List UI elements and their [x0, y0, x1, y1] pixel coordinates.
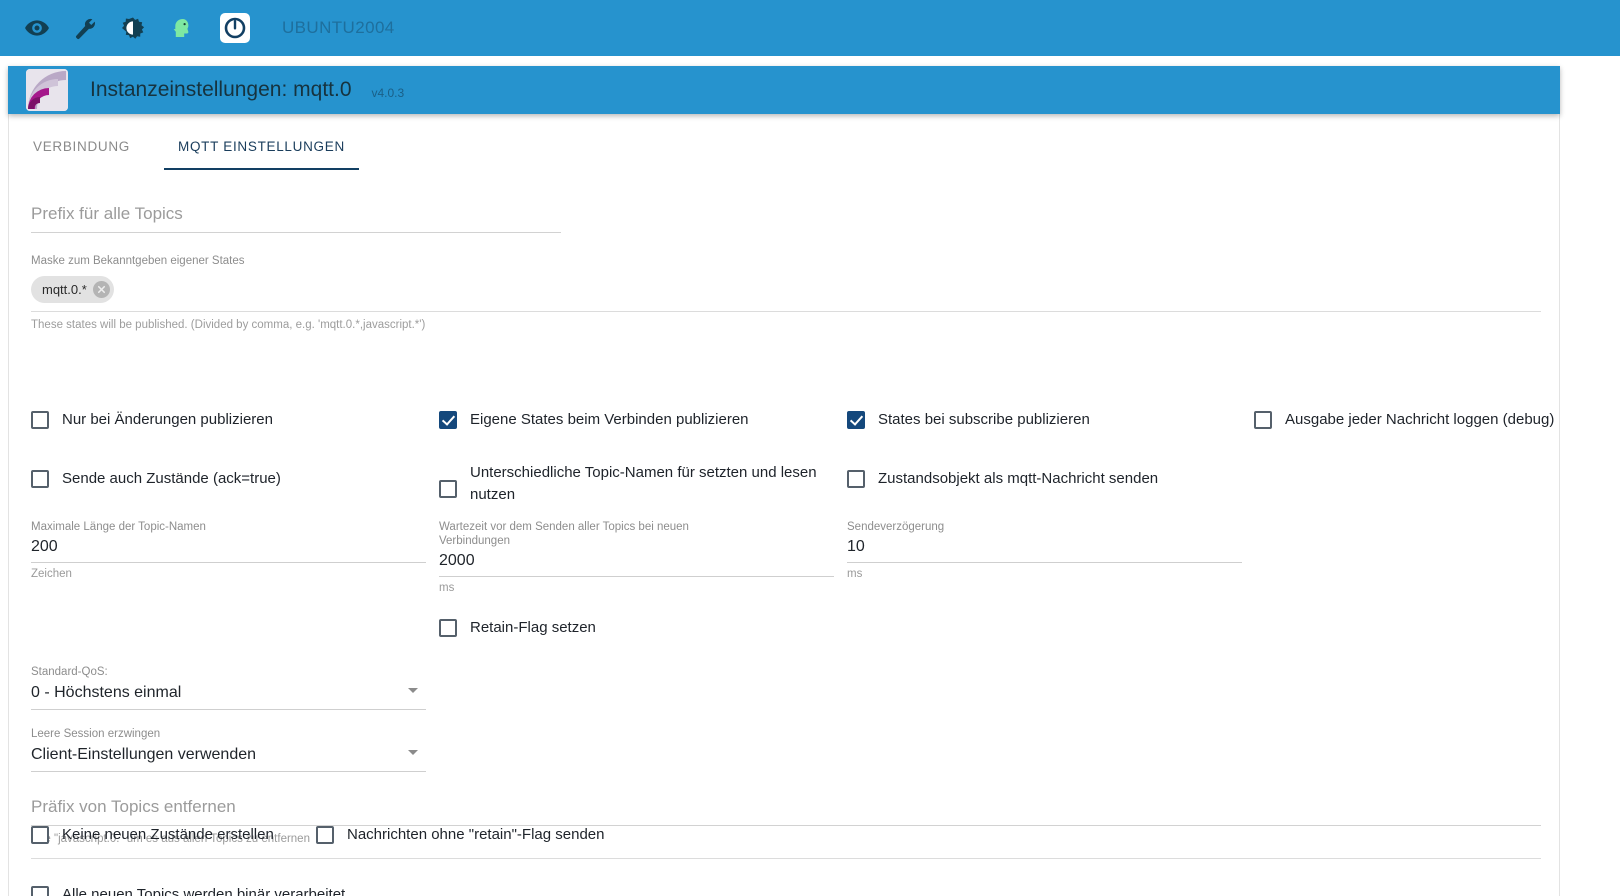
chevron-down-icon[interactable]: [408, 750, 418, 755]
max-topic-length-label: Maximale Länge der Topic-Namen: [31, 521, 206, 533]
checkbox-label: Alle neuen Topics werden binär verarbeit…: [62, 886, 346, 896]
checkbox-label: Ausgabe jeder Nachricht loggen (debug): [1285, 411, 1555, 428]
checkbox-publish-on-subscribe[interactable]: States bei subscribe publizieren: [847, 410, 1237, 430]
top-app-bar: UBUNTU2004: [0, 0, 1620, 56]
checkbox-no-new-states[interactable]: Keine neuen Zustände erstellen: [31, 825, 301, 845]
send-delay-hint: ms: [847, 568, 863, 580]
wait-before-send-hint: ms: [439, 582, 455, 594]
checkbox-label: Nachrichten ohne "retain"-Flag senden: [347, 826, 605, 843]
checkbox-label: Zustandsobjekt als mqtt-Nachricht senden: [878, 470, 1159, 487]
mask-chip-area[interactable]: mqtt.0.*: [31, 271, 1541, 311]
checkbox-label: States bei subscribe publizieren: [878, 411, 1090, 428]
send-delay-label: Sendeverzögerung: [847, 521, 945, 533]
checkbox-box[interactable]: [1254, 411, 1272, 429]
checkbox-send-without-retain[interactable]: Nachrichten ohne "retain"-Flag senden: [316, 825, 646, 845]
checkbox-label: Sende auch Zustände (ack=true): [62, 470, 281, 487]
host-name: UBUNTU2004: [282, 18, 395, 37]
iobroker-logo-icon[interactable]: [220, 13, 250, 43]
section-divider: [31, 858, 1541, 859]
checkbox-set-retain-flag[interactable]: Retain-Flag setzen: [439, 618, 769, 638]
wait-before-send-value[interactable]: 2000: [439, 551, 834, 577]
checkbox-box[interactable]: [439, 479, 457, 498]
default-qos-select[interactable]: 0 - Höchstens einmal: [31, 682, 426, 710]
send-delay-field: Sendeverzögerung 10 ms: [847, 520, 1242, 580]
checkbox-box[interactable]: [439, 619, 457, 637]
tab-bar: VERBINDUNG MQTT EINSTELLUNGEN: [9, 122, 369, 170]
remove-prefix-helper: Wie "javascript.0." um es aus allen Topi…: [31, 833, 310, 845]
checkbox-box[interactable]: [31, 411, 49, 429]
checkbox-label: Unterschiedliche Topic-Namen für setzten…: [470, 464, 817, 503]
mask-states-label: Maske zum Bekanntgeben eigener States: [31, 255, 245, 267]
default-qos-value: 0 - Höchstens einmal: [31, 682, 426, 710]
mqtt-adapter-icon: [26, 69, 68, 111]
checkbox-box[interactable]: [847, 470, 865, 488]
wrench-icon[interactable]: [72, 15, 98, 41]
contrast-icon[interactable]: [120, 15, 146, 41]
prefix-all-topics-field: [31, 202, 561, 233]
settings-panel: VERBINDUNG MQTT EINSTELLUNGEN Maske zum …: [8, 114, 1560, 896]
checkbox-box[interactable]: [31, 470, 49, 488]
checkbox-box[interactable]: [31, 886, 49, 896]
remove-prefix-field: Wie "javascript.0." um es aus allen Topi…: [31, 795, 1541, 845]
tab-mqtt-einstellungen[interactable]: MQTT EINSTELLUNGEN: [154, 122, 369, 170]
mask-chip-label: mqtt.0.*: [42, 282, 87, 297]
default-qos-label: Standard-QoS:: [31, 666, 108, 678]
force-clean-session-select[interactable]: Client-Einstellungen verwenden: [31, 744, 426, 772]
checkbox-label: Eigene States beim Verbinden publizieren: [470, 411, 749, 428]
checkbox-box[interactable]: [316, 826, 334, 844]
max-topic-length-hint: Zeichen: [31, 568, 72, 580]
prefix-all-topics-input[interactable]: [31, 202, 561, 233]
checkbox-box[interactable]: [847, 411, 865, 429]
eye-icon[interactable]: [24, 15, 50, 41]
checkbox-label: Keine neuen Zustände erstellen: [62, 826, 274, 843]
remove-prefix-input[interactable]: [31, 795, 1541, 826]
chevron-down-icon[interactable]: [408, 688, 418, 693]
checkbox-publish-on-change[interactable]: Nur bei Änderungen publizieren: [31, 410, 411, 430]
checkbox-binary-topics[interactable]: Alle neuen Topics werden binär verarbeit…: [31, 885, 431, 896]
close-icon[interactable]: [92, 281, 110, 298]
checkbox-box[interactable]: [439, 411, 457, 429]
checkbox-different-topics[interactable]: Unterschiedliche Topic-Namen für setzten…: [439, 462, 819, 506]
mqtt-settings-form: Maske zum Bekanntgeben eigener States mq…: [9, 170, 1559, 896]
wait-before-send-field: Wartezeit vor dem Senden aller Topics be…: [439, 520, 834, 594]
checkbox-send-ack-true[interactable]: Sende auch Zustände (ack=true): [31, 469, 421, 489]
instance-version: v4.0.3: [371, 85, 405, 100]
force-clean-session-field: Leere Session erzwingen Client-Einstellu…: [31, 727, 426, 772]
send-delay-value[interactable]: 10: [847, 537, 1242, 563]
expert-head-icon[interactable]: [168, 15, 194, 41]
checkbox-box[interactable]: [31, 826, 49, 844]
mask-states-helper: These states will be published. (Divided…: [31, 311, 1541, 331]
mask-chip[interactable]: mqtt.0.*: [31, 276, 114, 303]
instance-title: Instanzeinstellungen: mqtt.0: [90, 78, 352, 101]
tab-verbindung[interactable]: VERBINDUNG: [33, 138, 131, 154]
force-clean-session-label: Leere Session erzwingen: [31, 728, 161, 740]
checkbox-debug-log[interactable]: Ausgabe jeder Nachricht loggen (debug): [1254, 410, 1559, 430]
wait-before-send-label: Wartezeit vor dem Senden aller Topics be…: [439, 521, 689, 547]
instance-header: Instanzeinstellungen: mqtt.0 v4.0.3: [8, 66, 1560, 114]
mask-states-field: Maske zum Bekanntgeben eigener States mq…: [31, 254, 1541, 331]
checkbox-label: Retain-Flag setzen: [470, 619, 596, 636]
default-qos-field: Standard-QoS: 0 - Höchstens einmal: [31, 665, 426, 710]
force-clean-session-value: Client-Einstellungen verwenden: [31, 744, 426, 772]
checkbox-label: Nur bei Änderungen publizieren: [62, 411, 273, 428]
checkbox-send-state-object[interactable]: Zustandsobjekt als mqtt-Nachricht senden: [847, 469, 1237, 489]
checkbox-publish-own-states[interactable]: Eigene States beim Verbinden publizieren: [439, 410, 829, 430]
max-topic-length-value[interactable]: 200: [31, 537, 426, 563]
max-topic-length-field: Maximale Länge der Topic-Namen 200 Zeich…: [31, 520, 426, 580]
